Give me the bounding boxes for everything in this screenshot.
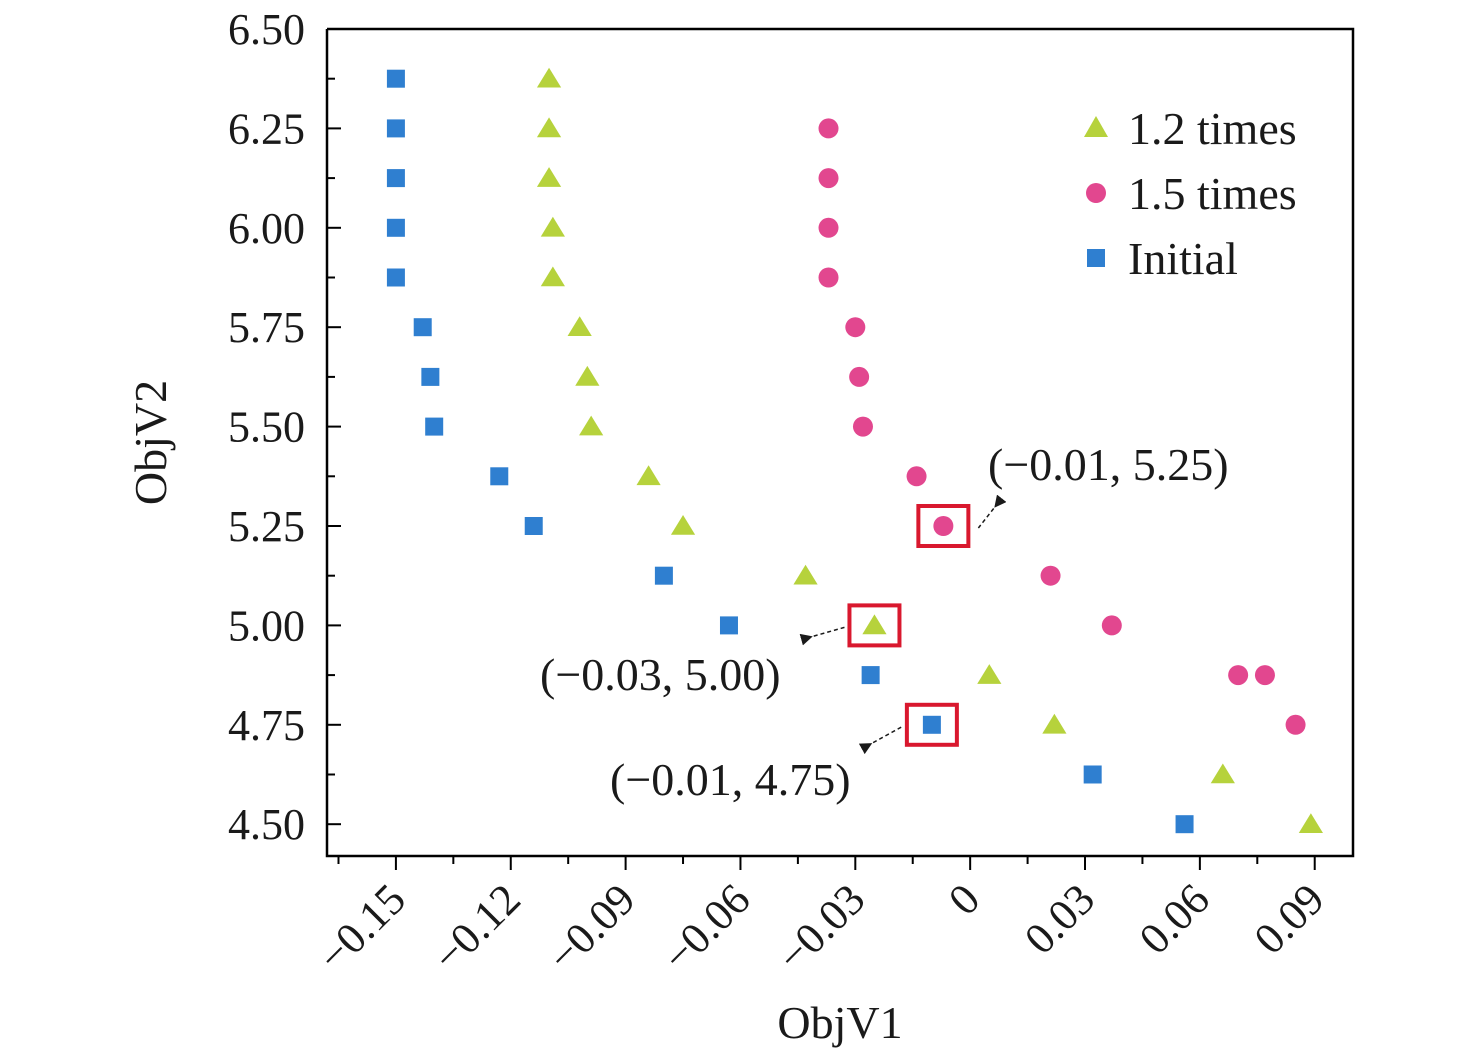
x-tick-label: −0.09 [538, 874, 645, 981]
legend-marker-triangle [1084, 116, 1108, 137]
point-triangle [540, 266, 565, 287]
point-triangle [793, 564, 818, 585]
point-triangle [579, 415, 604, 436]
point-square [386, 268, 405, 287]
point-square [654, 566, 673, 585]
point-square [922, 715, 941, 734]
point-circle [818, 118, 839, 139]
point-triangle [862, 614, 887, 635]
legend-marker-circle [1086, 183, 1106, 203]
y-tick-label: 5.00 [228, 601, 305, 650]
highlight-box [904, 702, 959, 747]
annotations: (−0.01, 5.25) (−0.03, 5.00) (−0.01, 4.75) [540, 439, 1229, 805]
point-square [1083, 765, 1102, 784]
x-tick-label: −0.12 [423, 874, 530, 981]
y-tick-label: 5.50 [228, 403, 305, 452]
y-axis-title: ObjV2 [125, 380, 176, 505]
annotation-arrow [858, 726, 903, 755]
highlight-box [916, 503, 971, 548]
point-square [524, 516, 543, 535]
point-circle [1254, 665, 1275, 686]
legend-item-1-2-times: 1.2 times [1084, 103, 1297, 154]
y-tick-label: 6.00 [228, 204, 305, 253]
legend-label: Initial [1128, 233, 1238, 284]
point-triangle [1298, 813, 1323, 833]
point-triangle [1042, 713, 1067, 734]
point-circle [1101, 615, 1122, 636]
point-triangle [540, 216, 565, 237]
highlight-box [847, 603, 902, 648]
plot-axes [325, 27, 1355, 858]
point-square [861, 666, 880, 685]
point-square [490, 467, 509, 486]
legend-label: 1.5 times [1128, 168, 1297, 219]
point-triangle [636, 465, 661, 486]
legend: 1.2 times 1.5 times Initial [1084, 103, 1297, 284]
y-tick-label: 4.75 [228, 701, 305, 750]
legend-item-1-5-times: 1.5 times [1086, 168, 1297, 219]
point-square [425, 417, 444, 436]
y-axis-ticks: 4.50 4.75 5.00 5.25 5.50 5.75 6.00 6.25 6.50 [228, 5, 341, 849]
plot-frame [325, 27, 1355, 858]
x-axis-ticks: −0.15 −0.12 −0.09 −0.06 −0.03 0 0.03 0.06 0.09 [308, 856, 1334, 981]
point-circle [852, 416, 873, 437]
y-tick-label: 5.75 [228, 303, 305, 352]
point-square [719, 616, 738, 635]
legend-label: 1.2 times [1128, 103, 1297, 154]
data-points [386, 67, 1323, 834]
annotation-label: (−0.03, 5.00) [540, 649, 781, 700]
point-square [421, 367, 440, 386]
point-circle [1040, 565, 1061, 586]
point-triangle [536, 117, 562, 138]
point-square [1175, 815, 1194, 834]
x-tick-label: 0 [939, 874, 989, 924]
legend-marker-square [1087, 249, 1105, 267]
legend-item-initial: Initial [1087, 233, 1238, 284]
x-tick-label: −0.15 [308, 874, 415, 981]
annotation-arrow [977, 494, 1007, 529]
annotation-arrow [799, 626, 845, 646]
point-triangle [977, 664, 1002, 684]
y-tick-label: 6.25 [228, 104, 305, 153]
point-circle [1228, 665, 1249, 686]
x-tick-label: 0.03 [1015, 874, 1104, 963]
y-tick-label: 4.50 [228, 800, 305, 849]
point-triangle [575, 365, 600, 386]
x-axis-title: ObjV1 [777, 997, 902, 1048]
point-circle [818, 267, 839, 288]
y-tick-label: 6.50 [228, 5, 305, 54]
x-tick-label: −0.06 [653, 874, 760, 981]
annotation-label: (−0.01, 5.25) [988, 439, 1229, 490]
point-square [413, 318, 432, 337]
point-circle [933, 515, 954, 536]
point-circle [818, 217, 839, 238]
point-square [386, 69, 405, 88]
point-circle [818, 168, 839, 189]
point-triangle [536, 167, 562, 187]
point-triangle [670, 514, 696, 535]
point-circle [849, 366, 870, 387]
point-square [386, 119, 405, 138]
point-triangle [536, 67, 562, 88]
point-circle [906, 466, 927, 487]
point-triangle [1210, 763, 1235, 784]
point-square [386, 169, 405, 188]
point-circle [1285, 714, 1306, 735]
annotation-label: (−0.01, 4.75) [610, 754, 851, 805]
y-tick-label: 5.25 [228, 502, 305, 551]
point-square [386, 218, 405, 237]
x-tick-label: −0.03 [768, 874, 875, 981]
point-triangle [567, 316, 592, 336]
x-tick-label: 0.09 [1245, 874, 1334, 963]
point-circle [845, 317, 866, 338]
x-tick-label: 0.06 [1130, 874, 1219, 963]
